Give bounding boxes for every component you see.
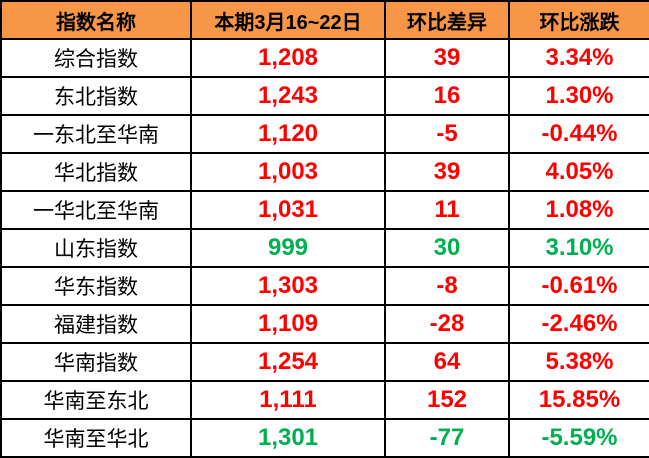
diff-value-cell: 11 xyxy=(384,190,510,230)
current-value-cell: 1,031 xyxy=(190,190,386,230)
current-value-cell: 999 xyxy=(190,228,386,268)
table-row: 山东指数 999 30 3.10% xyxy=(0,228,649,268)
change-pct-cell: -5.59% xyxy=(508,418,649,458)
table-row: 福建指数 1,109 -28 -2.46% xyxy=(0,304,649,344)
index-name-cell: 华南至华北 xyxy=(0,418,192,458)
index-name-cell: 华南指数 xyxy=(0,342,192,382)
index-name-cell: 华东指数 xyxy=(0,266,192,306)
diff-value-cell: 64 xyxy=(384,342,510,382)
change-pct-cell: 4.05% xyxy=(508,152,649,192)
current-value-cell: 1,303 xyxy=(190,266,386,306)
table-header: 指数名称 本期3月16~22日 环比差异 环比涨跌 xyxy=(0,0,649,40)
diff-value-cell: -5 xyxy=(384,114,510,154)
change-pct-cell: -0.44% xyxy=(508,114,649,154)
change-pct-cell: 1.30% xyxy=(508,76,649,116)
current-value-cell: 1,208 xyxy=(190,38,386,78)
diff-value-cell: 39 xyxy=(384,152,510,192)
table-row: 一东北至华南 1,120 -5 -0.44% xyxy=(0,114,649,154)
index-name-cell: 华北指数 xyxy=(0,152,192,192)
diff-value-cell: 39 xyxy=(384,38,510,78)
table-row: 华南至华北 1,301 -77 -5.59% xyxy=(0,418,649,458)
index-name-cell: 一东北至华南 xyxy=(0,114,192,154)
column-header-index-name: 指数名称 xyxy=(0,0,192,40)
index-name-cell: 华南至东北 xyxy=(0,380,192,420)
index-name-cell: 山东指数 xyxy=(0,228,192,268)
table-row: 华南至东北 1,111 152 15.85% xyxy=(0,380,649,420)
table-row: 华北指数 1,003 39 4.05% xyxy=(0,152,649,192)
diff-value-cell: 30 xyxy=(384,228,510,268)
table-row: 一华北至华南 1,031 11 1.08% xyxy=(0,190,649,230)
diff-value-cell: -28 xyxy=(384,304,510,344)
diff-value-cell: -8 xyxy=(384,266,510,306)
current-value-cell: 1,254 xyxy=(190,342,386,382)
column-header-current-period: 本期3月16~22日 xyxy=(190,0,386,40)
table-row: 华南指数 1,254 64 5.38% xyxy=(0,342,649,382)
change-pct-cell: 15.85% xyxy=(508,380,649,420)
column-header-change-pct: 环比涨跌 xyxy=(508,0,649,40)
table-row: 东北指数 1,243 16 1.30% xyxy=(0,76,649,116)
index-name-cell: 福建指数 xyxy=(0,304,192,344)
current-value-cell: 1,111 xyxy=(190,380,386,420)
change-pct-cell: -2.46% xyxy=(508,304,649,344)
header-row: 指数名称 本期3月16~22日 环比差异 环比涨跌 xyxy=(0,0,649,40)
change-pct-cell: -0.61% xyxy=(508,266,649,306)
change-pct-cell: 3.34% xyxy=(508,38,649,78)
current-value-cell: 1,301 xyxy=(190,418,386,458)
change-pct-cell: 5.38% xyxy=(508,342,649,382)
change-pct-cell: 3.10% xyxy=(508,228,649,268)
column-header-diff: 环比差异 xyxy=(384,0,510,40)
current-value-cell: 1,120 xyxy=(190,114,386,154)
current-value-cell: 1,109 xyxy=(190,304,386,344)
diff-value-cell: 152 xyxy=(384,380,510,420)
index-name-cell: 一华北至华南 xyxy=(0,190,192,230)
current-value-cell: 1,003 xyxy=(190,152,386,192)
diff-value-cell: 16 xyxy=(384,76,510,116)
table-body: 综合指数 1,208 39 3.34% 东北指数 1,243 16 1.30% 一东北至华南 1,… xyxy=(0,38,649,458)
change-pct-cell: 1.08% xyxy=(508,190,649,230)
diff-value-cell: -77 xyxy=(384,418,510,458)
index-name-cell: 综合指数 xyxy=(0,38,192,78)
table-row: 综合指数 1,208 39 3.34% xyxy=(0,38,649,78)
current-value-cell: 1,243 xyxy=(190,76,386,116)
index-name-cell: 东北指数 xyxy=(0,76,192,116)
table-row: 华东指数 1,303 -8 -0.61% xyxy=(0,266,649,306)
